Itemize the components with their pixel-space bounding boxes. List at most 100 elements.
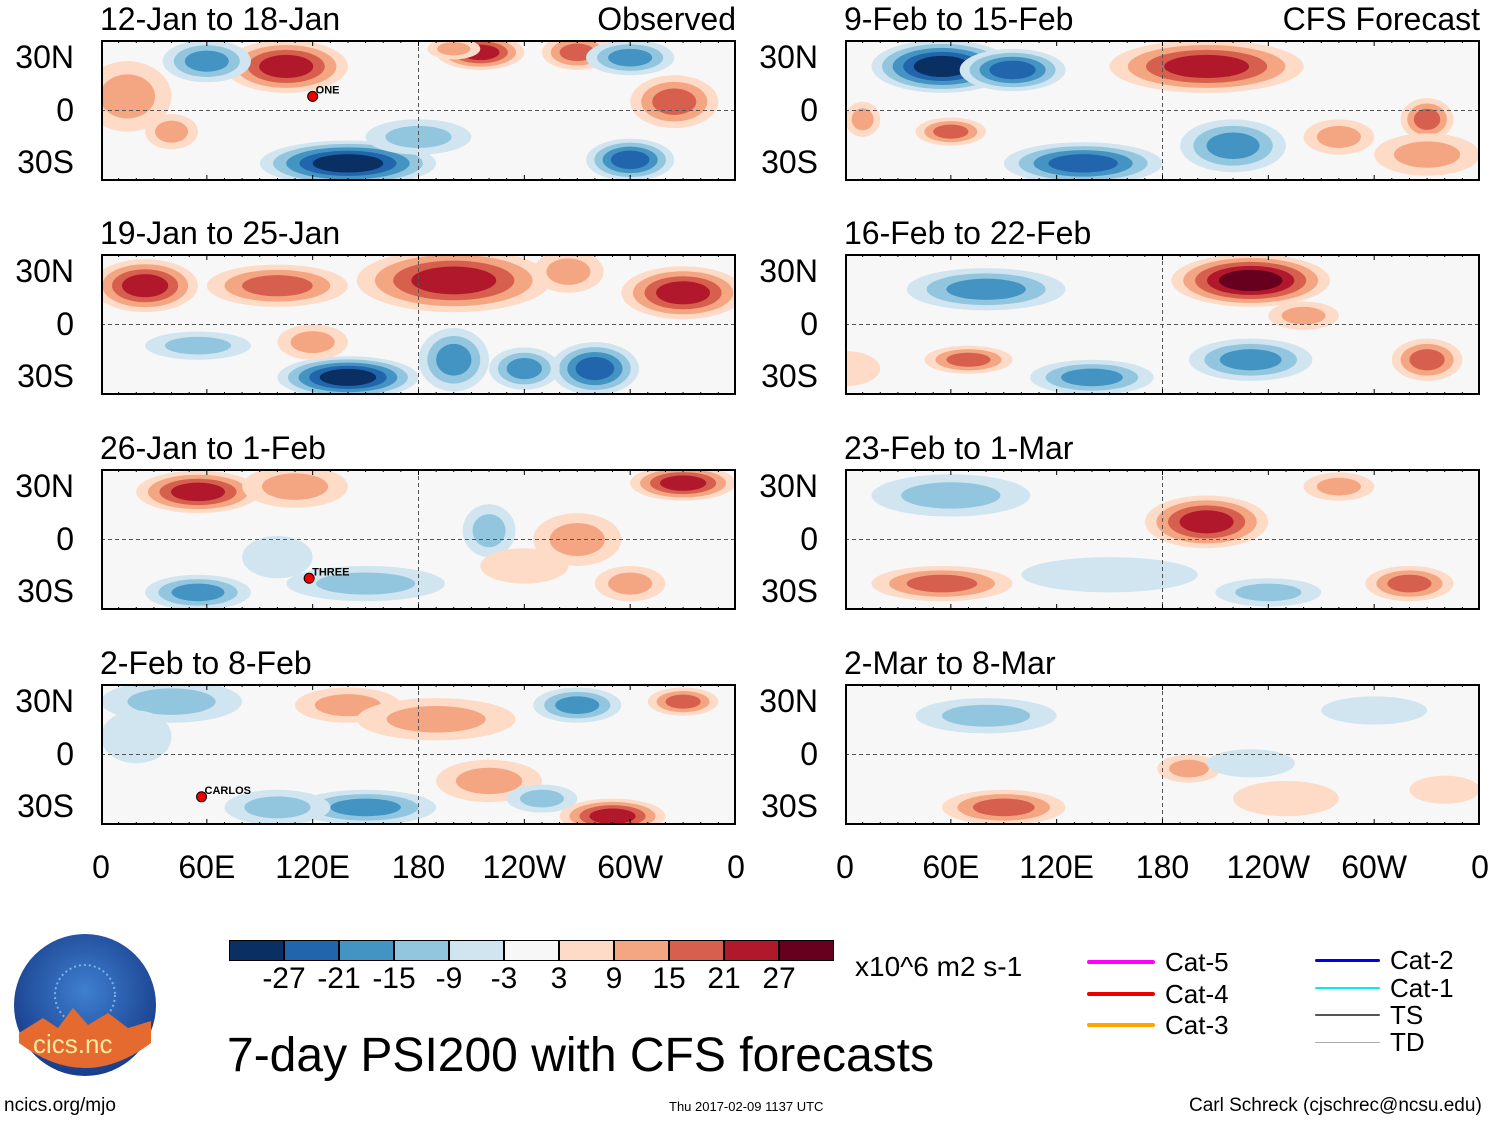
anomaly-contour: [946, 278, 1026, 300]
colorbar-swatch: [559, 940, 614, 961]
anomaly-contour: [1164, 54, 1250, 79]
anomaly-contour: [1061, 368, 1123, 387]
lat-label: 0: [56, 305, 74, 342]
panel-title: 26-Jan to 1-Feb: [100, 430, 326, 466]
anomaly-contour: [259, 54, 314, 79]
legend-line-td: [1315, 1041, 1380, 1043]
map-frame: [101, 254, 736, 395]
anomaly-contour: [1179, 510, 1234, 534]
colorbar-tick-label: 21: [707, 962, 741, 995]
anomaly-contour: [555, 696, 600, 714]
anomaly-contour: [1316, 477, 1361, 496]
anomaly-contour: [506, 357, 542, 380]
colorbar-swatch: [614, 940, 669, 961]
lat-label: 30N: [759, 253, 818, 289]
lat-label: 30S: [761, 573, 818, 609]
map-frame: [101, 684, 736, 825]
colorbar-swatch: [449, 940, 504, 961]
lat-label: 30S: [17, 358, 74, 394]
legend-label: Cat-2: [1390, 945, 1454, 975]
map-frame: [101, 469, 736, 610]
colorbar-tick-label: -15: [372, 962, 416, 995]
lat-label: 0: [800, 91, 818, 128]
lon-label: 120E: [1019, 849, 1095, 885]
panel-title: 16-Feb to 22-Feb: [844, 215, 1092, 251]
anomaly-contour: [906, 574, 978, 593]
lat-label: 30N: [15, 253, 74, 289]
logo: cics.nc: [13, 933, 157, 1077]
lat-label: 30S: [17, 144, 74, 180]
colorbar-tick-label: -3: [490, 962, 518, 995]
map-frame: [845, 254, 1480, 395]
anomaly-contour: [546, 258, 591, 285]
anomaly-contour: [1321, 696, 1428, 725]
anomaly-contour: [1281, 306, 1326, 325]
anomaly-contour: [1387, 574, 1432, 593]
anomaly-contour: [312, 154, 384, 173]
lat-label: 0: [56, 735, 74, 772]
colorbar-tick-label: -9: [435, 962, 463, 995]
footer-url[interactable]: ncics.org/mjo: [4, 1095, 116, 1116]
panel-subtitle: CFS Forecast: [1282, 1, 1480, 37]
psi200-anomaly-map: ONE: [101, 40, 736, 181]
anomaly-contour: [1206, 749, 1295, 778]
legend-label: TD: [1390, 1027, 1425, 1057]
lat-label: 30S: [17, 788, 74, 824]
anomaly-contour: [1218, 269, 1283, 292]
panel-title: 23-Feb to 1-Mar: [844, 430, 1074, 466]
anomaly-contour: [330, 798, 401, 817]
colorbar-swatch: [779, 940, 834, 961]
colorbar-swatch: [394, 940, 449, 961]
anomaly-contour: [942, 704, 1031, 727]
lon-label: 120W: [1226, 849, 1311, 885]
storm-label: ONE: [316, 84, 340, 96]
colorbar-tick-label: 3: [550, 962, 568, 995]
colorbar-swatch: [229, 940, 284, 961]
logo-text: cics.nc: [33, 1029, 113, 1059]
anomaly-contour: [1316, 125, 1361, 148]
anomaly-contour: [386, 706, 486, 733]
lat-label: 30N: [759, 683, 818, 719]
storm-marker: [303, 572, 315, 584]
map-frame: [845, 684, 1480, 825]
anomaly-contour: [1206, 132, 1260, 159]
anomaly-contour: [315, 572, 416, 595]
anomaly-contour: [1409, 349, 1445, 371]
anomaly-contour: [933, 124, 969, 139]
anomaly-contour: [659, 475, 707, 491]
lat-label: 0: [800, 520, 818, 557]
colorbar-tick-label: -27: [262, 962, 306, 995]
legend-label: Cat-5: [1165, 947, 1229, 977]
colorbar-tick-label: 9: [605, 962, 623, 995]
anomaly-contour: [319, 368, 377, 386]
lon-label: 60W: [1341, 849, 1408, 885]
lon-label: 0: [836, 849, 854, 885]
map-frame: [101, 40, 736, 181]
lat-label: 30S: [761, 788, 818, 824]
anomaly-contour: [171, 583, 225, 602]
legend-label: Cat-3: [1165, 1010, 1229, 1040]
map-frame: [845, 469, 1480, 610]
lon-label: 60W: [597, 849, 664, 885]
legend-label: Cat-4: [1165, 979, 1229, 1009]
colorbar-tick-label: -21: [317, 962, 361, 995]
anomaly-contour: [290, 331, 335, 354]
anomaly-contour: [472, 514, 506, 548]
anomaly-contour: [972, 798, 1035, 817]
anomaly-contour: [608, 48, 653, 67]
lat-label: 30N: [15, 468, 74, 504]
anomaly-contour: [845, 350, 881, 387]
anomaly-contour: [480, 548, 569, 584]
lon-label: 0: [1471, 849, 1489, 885]
footer-author: Carl Schreck (cjschrec@ncsu.edu): [1189, 1095, 1482, 1116]
lat-label: 0: [800, 735, 818, 772]
lat-label: 30S: [17, 573, 74, 609]
legend-label: Cat-1: [1390, 973, 1454, 1003]
anomaly-contour: [575, 356, 615, 381]
storm-label: THREE: [312, 566, 349, 578]
lat-label: 0: [56, 520, 74, 557]
anomaly-contour: [436, 343, 472, 376]
storm-marker: [196, 791, 208, 803]
lon-label: 180: [1135, 849, 1190, 885]
anomaly-contour: [608, 572, 653, 595]
